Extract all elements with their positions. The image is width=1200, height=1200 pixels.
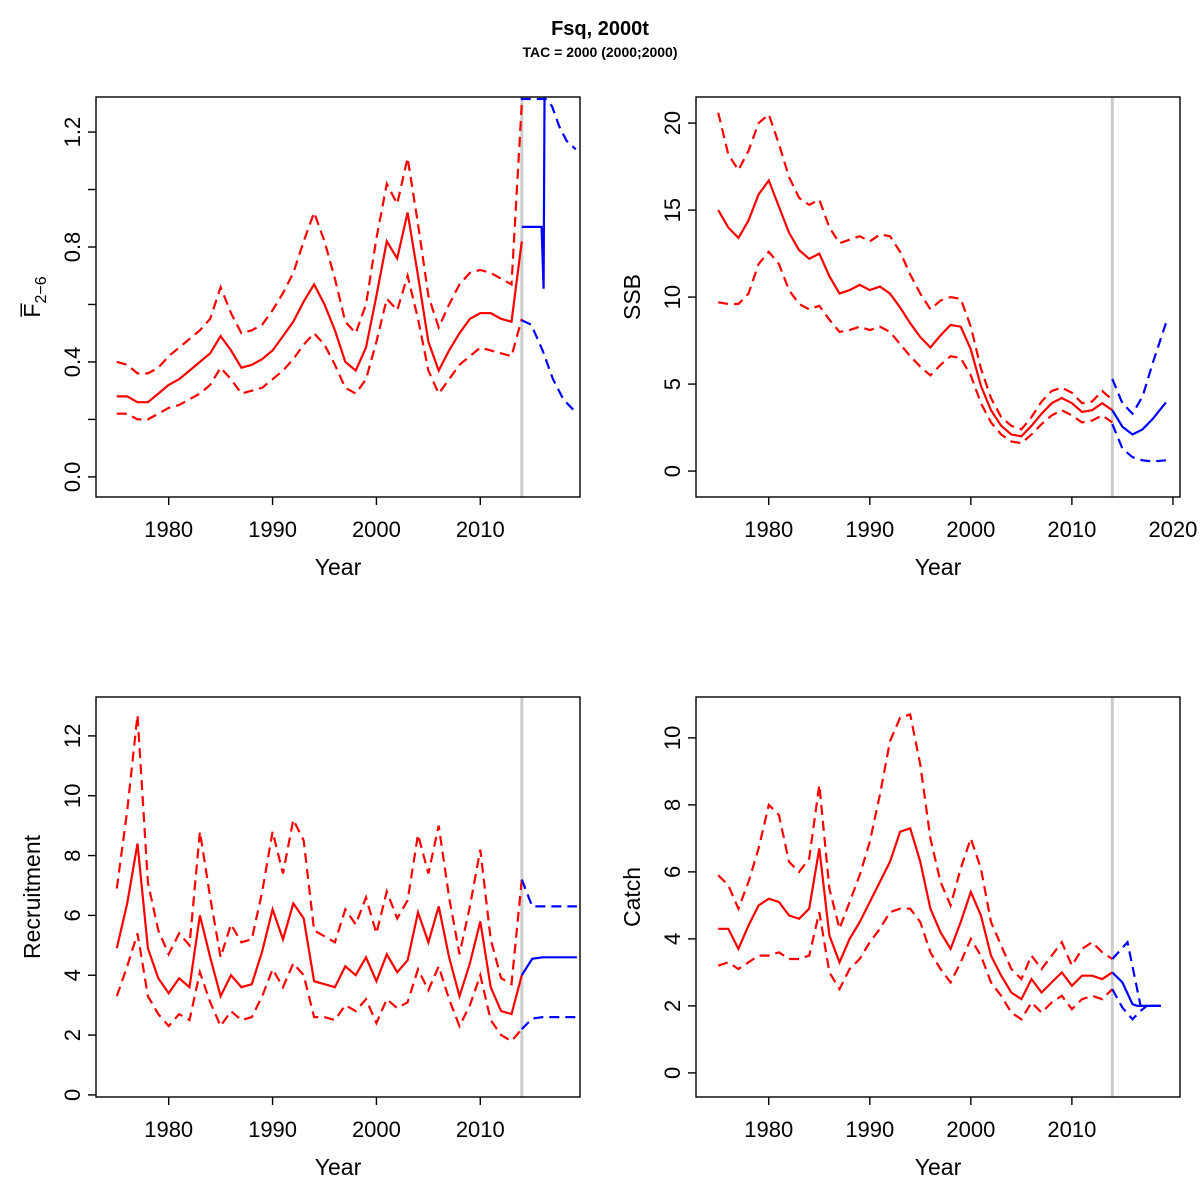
panel-catch: 1980 1990 2000 2010 0 2 4 6 8 10 Year Catch xyxy=(619,696,1181,1180)
f-ci-lower-historical-line xyxy=(116,271,523,421)
x-tick-label: 2000 xyxy=(946,517,995,542)
x-tick-label: 2010 xyxy=(456,517,505,542)
y-tick-label: 0 xyxy=(60,1089,85,1101)
y-tick-label: 10 xyxy=(660,285,685,309)
y-tick-label: 0 xyxy=(660,1067,685,1079)
recruitment-ci-upper-forecast-line xyxy=(520,879,577,908)
f-ci-upper-historical-line xyxy=(116,103,523,375)
plot-area-f xyxy=(116,97,578,497)
y-tick-label: 20 xyxy=(660,111,685,135)
ssb-ci-lower-forecast-line xyxy=(1111,423,1166,463)
ssb-median-historical-line xyxy=(717,178,1113,438)
f-ci-upper-forecast-line xyxy=(520,97,577,151)
x-tick-label: 2000 xyxy=(946,1117,995,1142)
x-tick-label: 2020 xyxy=(1148,517,1197,542)
y-tick-label: 6 xyxy=(660,866,685,878)
y-tick-label: 4 xyxy=(60,969,85,981)
recruitment-median-historical-line xyxy=(115,843,523,1016)
x-tick-label: 2000 xyxy=(352,1117,401,1142)
x-tick-label: 1980 xyxy=(144,1117,193,1142)
x-axis-title: Year xyxy=(315,554,362,580)
catch-ci-upper-forecast-line xyxy=(1111,939,1161,1008)
ssb-ci-upper-historical-line xyxy=(717,112,1114,431)
y-tick-label: 2 xyxy=(60,1029,85,1041)
plot-area-recruitment xyxy=(115,697,577,1097)
y-axis-title: Recruitment xyxy=(19,834,45,959)
recruitment-median-forecast-line xyxy=(520,956,577,976)
catch-median-historical-line xyxy=(718,826,1113,1001)
y-tick-label: 4 xyxy=(660,933,685,945)
y-tick-label: 1.2 xyxy=(60,117,85,148)
f-ci-lower-forecast-line xyxy=(521,319,578,415)
recruitment-ci-lower-forecast-line xyxy=(521,1015,577,1030)
x-tick-label: 1990 xyxy=(248,517,297,542)
x-tick-label: 1990 xyxy=(248,1117,297,1142)
y-tick-label: 0.0 xyxy=(60,462,85,493)
catch-ci-lower-historical-line xyxy=(717,907,1114,1021)
panel-recruitment: 1980 1990 2000 2010 0 2 4 6 8 10 12 Year Recruitment xyxy=(19,696,581,1180)
plot-area-catch xyxy=(717,697,1161,1097)
y-tick-label: 8 xyxy=(660,799,685,811)
x-tick-label: 2010 xyxy=(1047,1117,1096,1142)
plot-frame xyxy=(695,96,1181,498)
x-axis-title: Year xyxy=(915,554,962,580)
recruitment-ci-lower-historical-line xyxy=(115,933,523,1043)
y-tick-label: 0.8 xyxy=(60,232,85,263)
y-tick-label: 0.4 xyxy=(60,347,85,378)
catch-ci-lower-forecast-line xyxy=(1111,988,1161,1021)
y-axis-title: SSB xyxy=(619,274,645,320)
figure-title: Fsq, 2000t xyxy=(551,18,649,40)
catch-ci-upper-historical-line xyxy=(717,712,1113,982)
y-tick-label: 10 xyxy=(60,783,85,807)
x-axis-title: Year xyxy=(315,1154,362,1180)
x-tick-label: 1980 xyxy=(744,1117,793,1142)
plot-area-ssb xyxy=(717,97,1167,497)
recruitment-ci-upper-historical-line xyxy=(115,714,523,987)
plot-frame xyxy=(695,696,1181,1098)
ssb-ci-lower-historical-line xyxy=(718,250,1113,445)
x-tick-label: 1980 xyxy=(744,517,793,542)
x-axis-title: Year xyxy=(915,1154,962,1180)
y-axis-title: F̅2−6 xyxy=(19,276,50,317)
panel-ssb: 1980 1990 2000 2010 2020 0 5 10 15 20 Year SSB xyxy=(619,96,1197,580)
x-tick-label: 2010 xyxy=(1047,517,1096,542)
panel-f: 1980 1990 2000 2010 0.0 0.4 0.8 1.2 Year F̅2−6 xyxy=(19,96,581,580)
y-tick-label: 12 xyxy=(60,724,85,748)
y-tick-label: 8 xyxy=(60,849,85,861)
ssb-median-forecast-line xyxy=(1111,401,1167,436)
y-tick-label: 15 xyxy=(660,198,685,222)
f-median-forecast-line xyxy=(521,97,546,289)
x-tick-label: 2000 xyxy=(352,517,401,542)
plot-frame xyxy=(95,696,581,1098)
ssb-ci-upper-forecast-line xyxy=(1111,322,1167,416)
x-tick-label: 2010 xyxy=(456,1117,505,1142)
x-tick-label: 1990 xyxy=(845,1117,894,1142)
y-tick-label: 10 xyxy=(660,726,685,750)
plot-frame xyxy=(95,96,581,498)
y-tick-label: 5 xyxy=(660,378,685,390)
y-axis-title: Catch xyxy=(619,867,645,927)
y-tick-label: 0 xyxy=(660,465,685,477)
x-tick-label: 1980 xyxy=(144,517,193,542)
y-tick-label: 6 xyxy=(60,909,85,921)
figure-subtitle: TAC = 2000 (2000;2000) xyxy=(522,44,678,60)
f-median-historical-line xyxy=(116,212,523,404)
y-tick-label: 2 xyxy=(660,1000,685,1012)
x-tick-label: 1990 xyxy=(845,517,894,542)
